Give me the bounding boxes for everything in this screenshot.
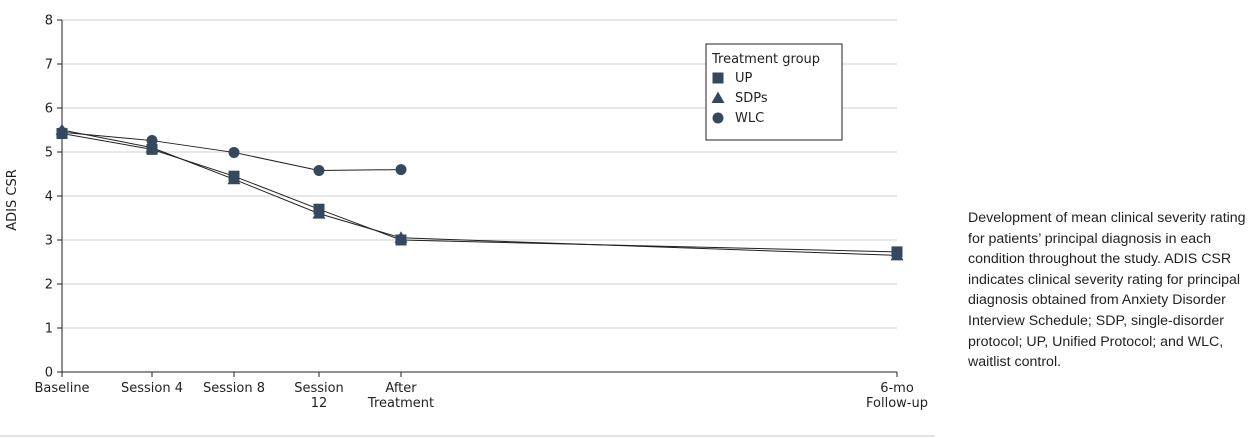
point-wlc [56,126,68,138]
y-tick-label: 1 [45,322,53,337]
point-sdps [394,231,408,243]
gridlines [62,19,897,329]
legend-marker-wlc [712,112,724,124]
point-wlc [228,146,240,158]
legend-marker-sdps [711,91,725,103]
legend-label-wlc: WLC [735,111,764,126]
y-tick-label: 8 [45,14,53,29]
series-markers [55,123,904,261]
y-tick-label: 4 [45,190,53,205]
x-tick-label: Treatment [367,396,434,411]
point-wlc [395,164,407,176]
point-sdps [227,172,241,185]
y-tick-label: 6 [45,102,53,117]
legend: Treatment group UP SDPs WLC [705,43,843,141]
series-lines [61,129,898,256]
legend-label-sdps: SDPs [735,91,768,106]
legend-marker-up [712,72,724,84]
point-wlc [313,164,325,176]
x-tick-label: Baseline [34,381,89,396]
point-sdps [890,248,904,261]
y-axis: 0 1 2 3 4 5 6 7 8 [45,14,63,381]
x-tick-label: 12 [311,396,328,411]
y-tick-label: 0 [45,366,53,381]
point-sdps [312,207,326,219]
x-tick-label: Follow-up [866,396,928,411]
legend-label-up: UP [735,71,753,86]
series-line-sdps [61,129,898,256]
legend-title: Treatment group [711,52,820,67]
legend-box [705,43,843,141]
y-tick-label: 2 [45,278,53,293]
x-tick-label: Session [294,381,344,396]
y-tick-label: 7 [45,58,53,73]
figure-caption: Development of mean clinical severity ra… [968,210,1246,371]
x-tick-label: Session 8 [203,381,265,396]
chart: Baseline Session 4 Session 8 Session12After… [0,14,935,437]
y-axis-title: ADIS CSR [5,169,20,230]
y-tick-label: 3 [45,234,53,249]
series-line-up [61,133,898,253]
point-wlc [146,135,158,147]
point-sdps [145,141,159,153]
x-tick-label: 6-mo [880,381,914,396]
y-tick-label: 5 [45,146,53,161]
x-tick-label: After [385,381,417,396]
x-tick-label: Session 4 [121,381,183,396]
